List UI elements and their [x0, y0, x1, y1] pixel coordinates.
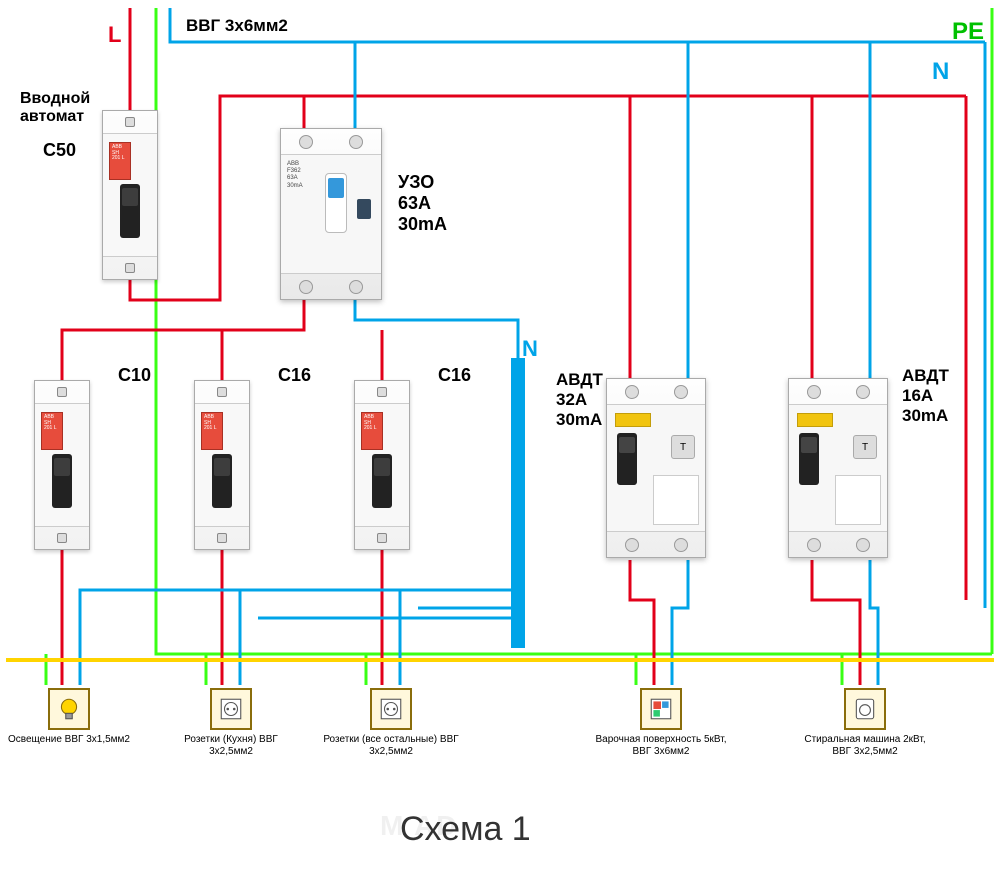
label-c16b: C16	[438, 365, 471, 386]
label-L: L	[108, 22, 121, 48]
label-N_top: N	[932, 58, 949, 86]
load-light-label: Освещение ВВГ 3х1,5мм2	[0, 734, 139, 746]
rcbo-r1: T	[606, 378, 706, 558]
watermark: M AD	[380, 810, 459, 842]
load-cook-icon	[640, 688, 682, 730]
load-cook-label: Варочная поверхность 5кВт, ВВГ 3х6мм2	[591, 734, 731, 758]
breaker-main: ABBSH 201 L	[102, 110, 158, 280]
rcbo-r2: T	[788, 378, 888, 558]
breaker-b2: ABBSH 201 L	[194, 380, 250, 550]
label-c16a: C16	[278, 365, 311, 386]
load-rest-icon	[370, 688, 412, 730]
label-avdt32: АВДТ 32A 30mA	[556, 370, 603, 430]
label-uzo: УЗО 63A 30mA	[398, 172, 447, 235]
label-n_bus: N	[522, 336, 538, 362]
load-kitchen-label: Розетки (Кухня) ВВГ 3х2,5мм2	[161, 734, 301, 758]
label-avdt16: АВДТ 16A 30mA	[902, 366, 949, 426]
load-wash-label: Стиральная машина 2кВт, ВВГ 3х2,5мм2	[795, 734, 935, 758]
label-c50: C50	[43, 140, 76, 161]
label-PE: PE	[952, 18, 984, 46]
label-cable_top: ВВГ 3х6мм2	[186, 16, 288, 36]
label-c10: C10	[118, 365, 151, 386]
load-rest-label: Розетки (все остальные) ВВГ 3х2,5мм2	[321, 734, 461, 758]
label-vvod: Вводной автомат	[20, 90, 90, 126]
load-wash-icon	[844, 688, 886, 730]
rcd-uzo: ABBF36263A30mA	[280, 128, 382, 300]
breaker-b3: ABBSH 201 L	[354, 380, 410, 550]
load-kitchen-icon	[210, 688, 252, 730]
load-light-icon	[48, 688, 90, 730]
breaker-b1: ABBSH 201 L	[34, 380, 90, 550]
